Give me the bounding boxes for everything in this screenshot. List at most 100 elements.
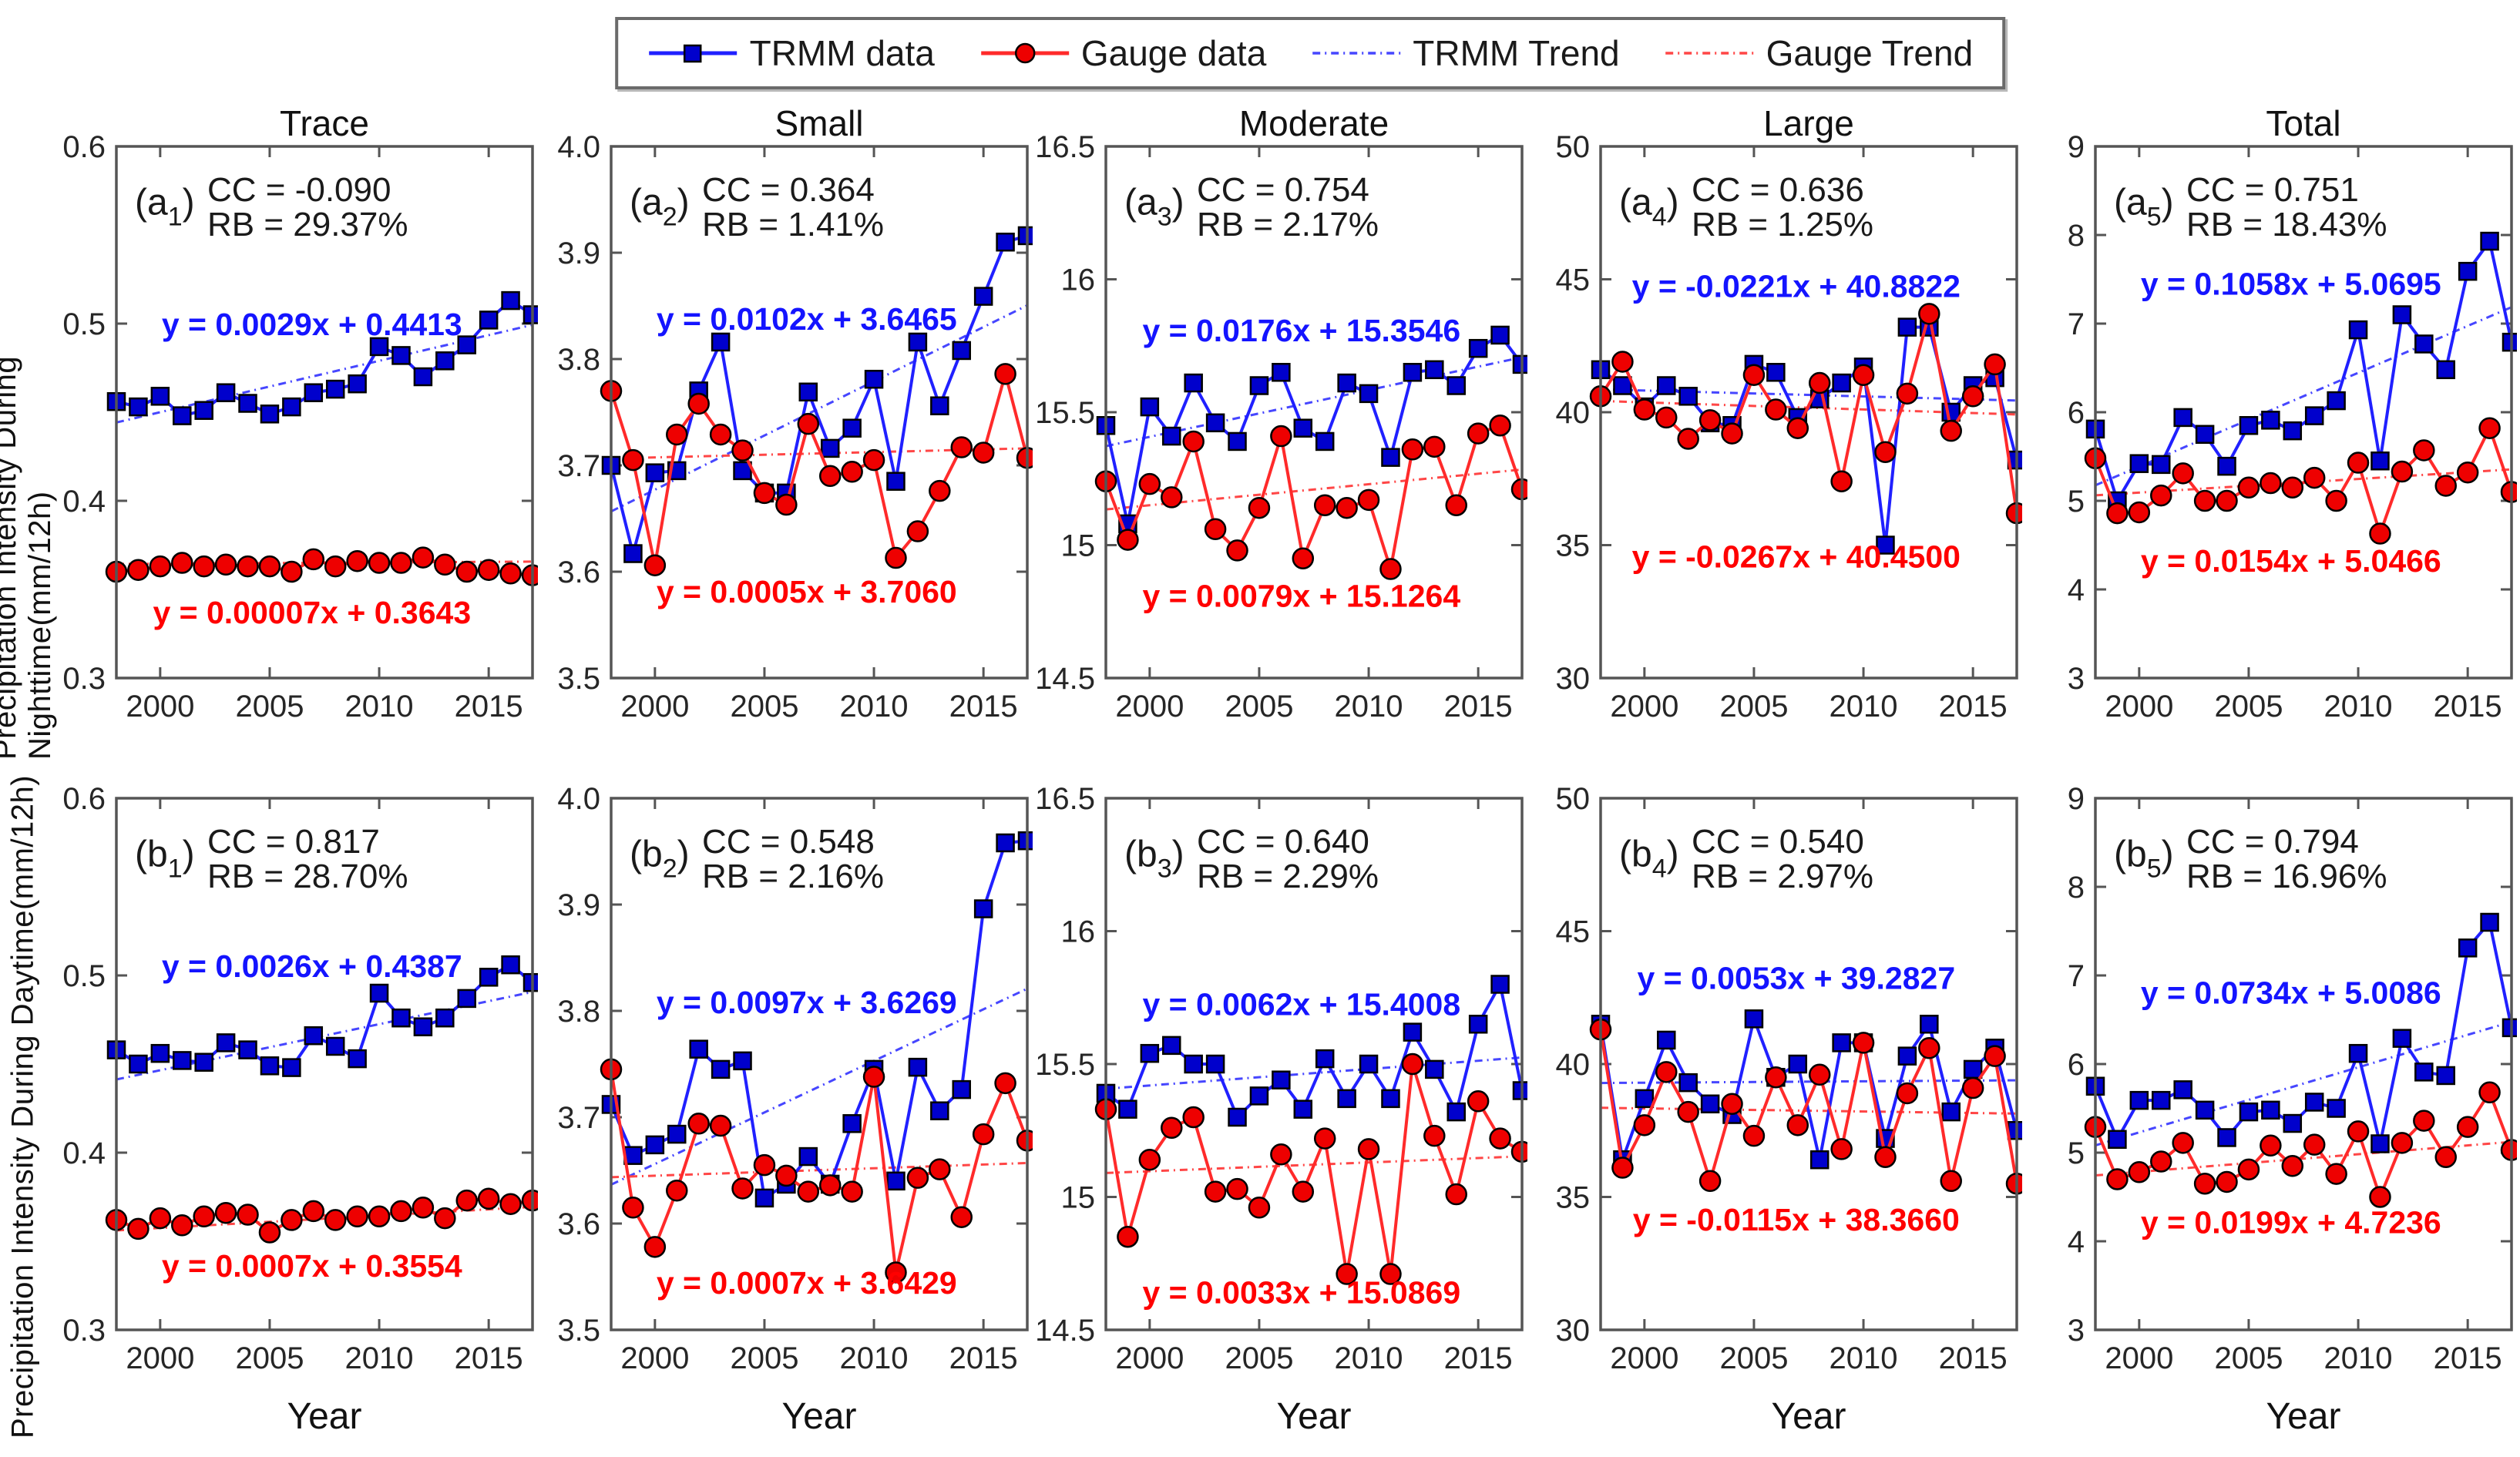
trmm-marker — [413, 367, 433, 387]
gauge-marker — [1510, 478, 1534, 501]
gauge-marker — [2347, 452, 2370, 474]
panel-tag: (a3) — [1124, 182, 1184, 231]
trmm-marker — [2129, 454, 2149, 473]
trmm-marker — [2370, 1134, 2390, 1153]
gauge-marker — [1940, 419, 1962, 442]
trmm-marker — [1425, 1059, 1444, 1079]
trmm-marker — [952, 341, 971, 361]
y-tick-label: 0.6 — [62, 782, 106, 816]
gauge-marker — [1117, 529, 1139, 551]
trmm-marker — [1876, 535, 1895, 555]
y-tick-label: 15 — [1061, 529, 1096, 563]
gauge-marker — [906, 520, 929, 542]
gauge-marker — [237, 555, 259, 578]
gauge-marker — [643, 554, 667, 576]
trmm-marker — [2195, 425, 2215, 444]
trmm-marker — [2414, 334, 2434, 354]
gauge-equation: y = -0.0115x + 38.3660 — [1633, 1202, 1960, 1237]
y-tick-label: 6 — [2068, 1048, 2085, 1082]
x-tick-label: 2005 — [1719, 690, 1788, 723]
gauge-marker — [2500, 481, 2520, 503]
trmm-marker — [908, 1057, 928, 1077]
rb-value: RB = 2.16% — [702, 858, 884, 895]
trmm-marker — [2239, 1102, 2259, 1122]
y-tick-label: 16 — [1061, 915, 1096, 949]
trmm-marker — [2239, 416, 2259, 435]
gauge-marker — [1918, 303, 1940, 325]
panel-cell-a2: 3.5 3.6 3.7 3.8 3.9 4.0 2000 2005 2010 2015 Small (… — [538, 103, 1039, 760]
trmm-marker — [391, 1008, 411, 1028]
gauge-marker — [1226, 539, 1248, 562]
gauge-marker — [2413, 439, 2435, 462]
trmm-marker — [2173, 1080, 2192, 1099]
gauge-marker — [1510, 1140, 1534, 1163]
gauge-marker — [412, 546, 435, 569]
gauge-marker — [2106, 502, 2129, 525]
trmm-marker — [325, 1036, 345, 1056]
plot-area — [2095, 146, 2512, 678]
trmm-marker — [1205, 1054, 1225, 1074]
trmm-marker — [1403, 1022, 1423, 1042]
panel-cell-b1: 0.3 0.4 0.5 0.6 2000 2005 2010 2015 Year (b1) CC =… — [43, 760, 544, 1453]
panel-cell-a1: 0.3 0.4 0.5 0.6 2000 2005 2010 2015 Trace (a1) CC … — [43, 103, 544, 760]
trmm-marker — [2304, 406, 2324, 425]
trmm-equation: y = 0.0176x + 15.3546 — [1142, 313, 1460, 348]
rb-value: RB = 16.96% — [2186, 858, 2387, 895]
trmm-markers — [601, 226, 1037, 563]
gauge-marker — [862, 448, 885, 472]
panel-b1-chart: 0.3 0.4 0.5 0.6 2000 2005 2010 2015 Year (b1) CC =… — [62, 782, 544, 1437]
y-tick-label: 40 — [1556, 1048, 1591, 1082]
trmm-marker — [1359, 384, 1379, 404]
trmm-trend-line — [610, 987, 1028, 1186]
gauge-marker — [1698, 1170, 1722, 1193]
trmm-marker — [150, 387, 170, 406]
gauge-marker — [346, 549, 368, 572]
gauge-marker — [1226, 1177, 1248, 1200]
gauge-marker — [1721, 422, 1743, 445]
trmm-marker — [457, 335, 476, 354]
y-tick-label: 35 — [1556, 529, 1591, 563]
trmm-marker — [522, 972, 543, 992]
trmm-marker — [886, 1171, 906, 1191]
gauge-marker — [1016, 447, 1039, 469]
gauge-marker — [281, 1209, 303, 1231]
y-tick-label: 35 — [1556, 1181, 1591, 1215]
trmm-equation: y = 0.0102x + 3.6465 — [657, 301, 957, 337]
panel-title: Large — [1763, 108, 1854, 143]
trmm-marker — [282, 1058, 301, 1077]
cc-value: CC = 0.754 — [1197, 171, 1369, 209]
gauge-marker — [1313, 1127, 1336, 1150]
trmm-marker — [1613, 376, 1632, 395]
trmm-marker — [1700, 1094, 1720, 1113]
trmm-marker — [1897, 1046, 1917, 1066]
trmm-markers — [106, 955, 543, 1077]
gauge-marker — [2456, 1116, 2479, 1138]
y-tick-label: 9 — [2068, 130, 2085, 164]
x-tick-label: 2005 — [730, 690, 798, 723]
y-tick-label: 0.3 — [62, 1314, 106, 1348]
trmm-marker — [1017, 831, 1037, 851]
gauge-marker — [818, 465, 842, 488]
gauge-trend-line — [116, 1205, 533, 1232]
gauge-marker — [1379, 1263, 1402, 1285]
gauge-marker — [214, 1201, 237, 1224]
gauge-marker — [1874, 441, 1897, 463]
trmm-marker — [457, 989, 476, 1009]
gauge-markers — [600, 363, 1039, 576]
trmm-equation: y = 0.0053x + 39.2827 — [1637, 961, 1955, 996]
trmm-trend-line — [1105, 1056, 1523, 1090]
gauge-marker — [1655, 406, 1678, 429]
gauge-equation: y = 0.0079x + 15.1264 — [1142, 579, 1460, 614]
gauge-marker — [477, 559, 500, 581]
gauge-marker — [1357, 1138, 1380, 1160]
trmm-marker — [260, 1056, 280, 1076]
gauge-marker — [666, 423, 688, 446]
gauge-marker — [1852, 364, 1875, 386]
x-tick-label: 2015 — [1939, 1341, 2008, 1375]
gauge-marker — [2369, 522, 2391, 545]
gauge-marker — [302, 1200, 325, 1223]
gauge-markers — [2084, 417, 2520, 545]
panel-tag: (b2) — [630, 834, 690, 883]
gauge-marker — [1138, 1148, 1161, 1171]
gauge-marker — [1698, 409, 1722, 431]
